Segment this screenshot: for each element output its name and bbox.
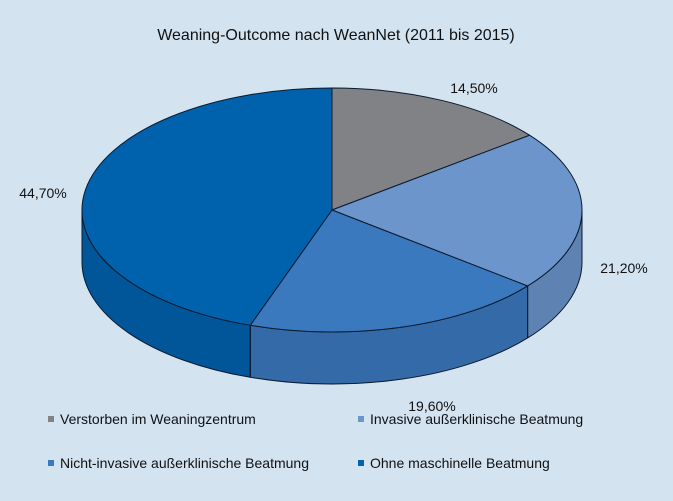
legend-swatch	[358, 416, 364, 422]
pie-slice-ohne-maschinelle-beatmung	[81, 87, 333, 326]
pie-sides	[81, 209, 583, 385]
legend-swatch	[48, 416, 54, 422]
data-label-nicht-invasive-au-erklinische-beatmung: 19,60%	[408, 398, 455, 414]
pie-slice-verstorben-im-weaningzentrum	[331, 87, 531, 211]
legend-swatch	[358, 460, 364, 466]
legend-swatch	[48, 460, 54, 466]
data-label-invasive-au-erklinische-beatmung: 21,20%	[600, 260, 647, 276]
pie-tops	[81, 87, 583, 333]
legend-item-ohne-maschinelle-beatmung: Ohne maschinelle Beatmung	[358, 455, 550, 471]
pie-slice-nicht-invasive-au-erklinische-beatmung	[249, 209, 529, 333]
legend-item-verstorben-im-weaningzentrum: Verstorben im Weaningzentrum	[48, 411, 256, 427]
legend-item-invasive-au-erklinische-beatmung: Invasive außerklinische Beatmung	[358, 411, 583, 427]
chart-title: Weaning-Outcome nach WeanNet (2011 bis 2…	[157, 27, 515, 44]
pie-labels: 14,50% 21,20% 19,60% 44,70%	[19, 80, 647, 414]
legend: Verstorben im Weaningzentrum Invasive auß…	[48, 411, 583, 471]
data-label-verstorben-im-weaningzentrum: 14,50%	[450, 80, 497, 96]
data-label-ohne-maschinelle-beatmung: 44,70%	[19, 185, 66, 201]
legend-item-nicht-invasive-au-erklinische-beatmung: Nicht-invasive außerklinische Beatmung	[48, 455, 309, 471]
legend-label: Nicht-invasive außerklinische Beatmung	[60, 455, 309, 471]
legend-label: Invasive außerklinische Beatmung	[370, 411, 583, 427]
legend-label: Verstorben im Weaningzentrum	[60, 411, 256, 427]
pie-slice-invasive-au-erklinische-beatmung	[331, 134, 583, 287]
legend-label: Ohne maschinelle Beatmung	[370, 455, 550, 471]
